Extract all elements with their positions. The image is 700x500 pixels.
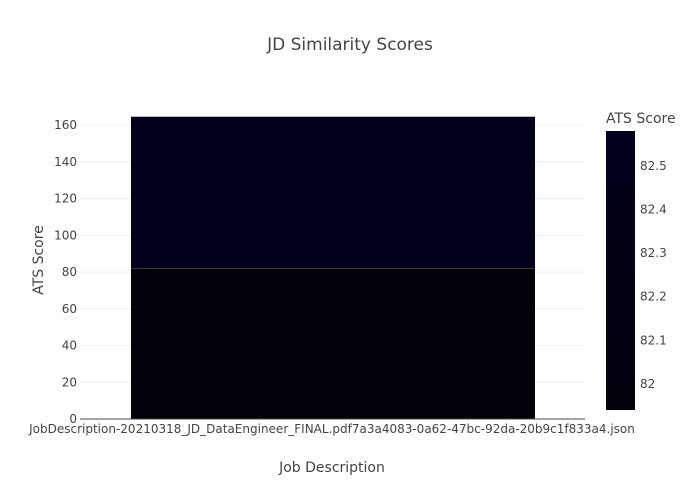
chart-title: JD Similarity Scores xyxy=(266,35,433,55)
y-axis-ticks: 0 20 40 60 80 100 120 140 160 xyxy=(54,118,77,426)
bar-segment-2 xyxy=(131,116,535,269)
y-tick-label-60: 60 xyxy=(62,302,77,316)
bars xyxy=(131,116,535,419)
colorbar-tick-label-2: 82.2 xyxy=(640,290,667,304)
y-tick-label-160: 160 xyxy=(54,118,77,132)
colorbar-tick-label-1: 82.1 xyxy=(640,333,667,347)
y-tick-label-40: 40 xyxy=(62,339,77,353)
y-axis-title: ATS Score xyxy=(31,225,47,295)
colorbar-tick-label-3: 82.3 xyxy=(640,246,667,260)
colorbar-tick-label-0: 82 xyxy=(640,377,655,391)
colorbar-gradient xyxy=(606,131,635,410)
x-tick-label: JobDescription-20210318_JD_DataEngineer_… xyxy=(28,422,635,436)
y-tick-label-100: 100 xyxy=(54,228,77,242)
y-tick-label-140: 140 xyxy=(54,155,77,169)
colorbar-tick-label-4: 82.4 xyxy=(640,202,667,216)
x-axis-title: Job Description xyxy=(278,460,385,476)
colorbar-ticks: 82 82.1 82.2 82.3 82.4 82.5 xyxy=(640,159,667,391)
y-tick-label-80: 80 xyxy=(62,265,77,279)
colorbar-title: ATS Score xyxy=(606,111,676,127)
bar-segment-1 xyxy=(131,268,535,419)
y-tick-label-120: 120 xyxy=(54,192,77,206)
y-tick-label-20: 20 xyxy=(62,375,77,389)
y-tick-label-0: 0 xyxy=(69,412,77,426)
colorbar-tick-label-5: 82.5 xyxy=(640,159,667,173)
